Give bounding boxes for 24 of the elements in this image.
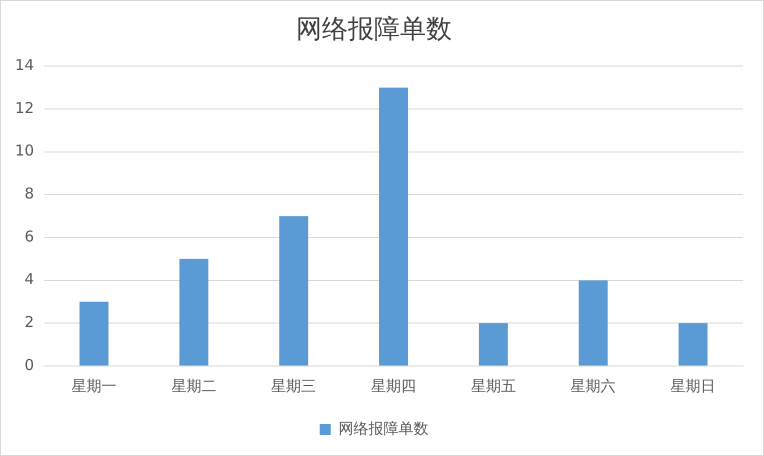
bar (578, 280, 608, 366)
bar (478, 323, 508, 366)
legend-label: 网络报障单数 (338, 419, 428, 438)
y-tick-label: 6 (24, 227, 34, 246)
bar (80, 302, 108, 366)
x-tick-label: 星期六 (570, 376, 616, 395)
x-tick-label: 星期三 (271, 376, 316, 395)
x-tick-label: 星期四 (371, 376, 416, 395)
y-tick-label: 2 (24, 313, 34, 332)
bar (678, 323, 708, 366)
y-tick-label: 4 (24, 270, 34, 288)
x-tick-label: 星期一 (72, 376, 117, 395)
chart-title: 网络报障单数 (296, 14, 452, 44)
y-tick-label: 10 (14, 142, 34, 160)
x-tick-label: 星期日 (670, 376, 716, 395)
bar (379, 88, 408, 366)
bar (179, 258, 208, 366)
bar (279, 216, 308, 366)
y-tick-label: 8 (24, 184, 34, 203)
x-tick-label: 星期五 (470, 376, 516, 395)
x-tick-label: 星期二 (171, 376, 216, 395)
y-tick-label: 0 (24, 356, 34, 374)
y-tick-label: 14 (14, 56, 34, 74)
y-tick-label: 12 (14, 98, 34, 117)
